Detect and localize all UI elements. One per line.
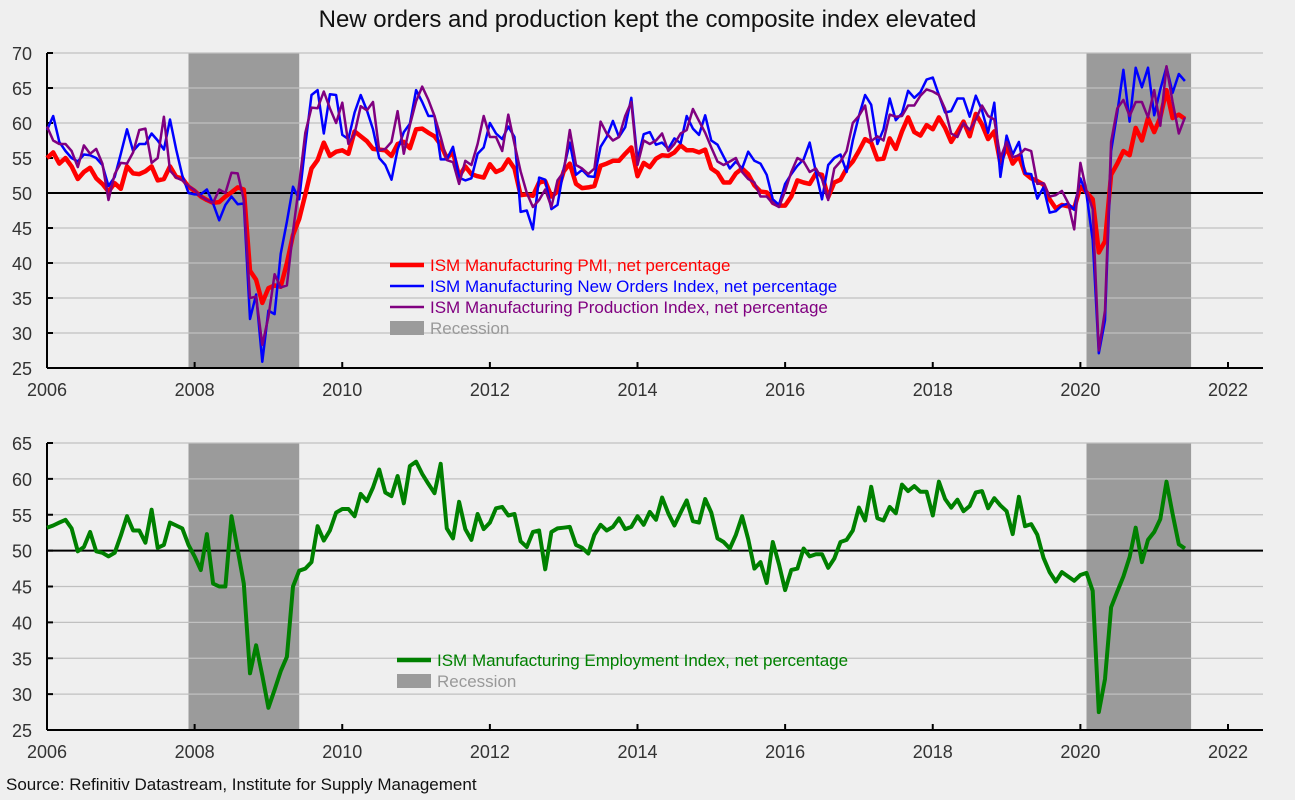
x-tick-label: 2016 [765, 380, 805, 400]
x-tick-label: 2006 [27, 380, 67, 400]
legend-item-pmi: ISM Manufacturing PMI, net percentage [390, 256, 731, 275]
x-tick-label: 2012 [470, 380, 510, 400]
y-tick-label: 35 [12, 289, 32, 309]
x-tick-label: 2016 [765, 742, 805, 762]
legend-item-new-orders: ISM Manufacturing New Orders Index, net … [390, 277, 837, 296]
x-tick-label: 2014 [617, 380, 657, 400]
series-line-employment [46, 459, 1187, 715]
series-line-production [45, 65, 1187, 352]
x-tick-label: 2008 [175, 380, 215, 400]
y-tick-label: 40 [12, 254, 32, 274]
y-tick-label: 30 [12, 324, 32, 344]
chart-title: New orders and production kept the compo… [318, 6, 977, 33]
series-line-new-orders [45, 65, 1186, 363]
legend-label: ISM Manufacturing New Orders Index, net … [430, 277, 837, 296]
y-tick-label: 40 [12, 613, 32, 633]
legend-label: Recession [437, 672, 516, 691]
panel-employment: 25 30 35 40 45 50 55 60 65 2006 2008 2010 2012 2014 20… [12, 434, 1263, 762]
x-tick-label: 2008 [175, 742, 215, 762]
x-tick-label: 2014 [617, 742, 657, 762]
x-tick-label: 2018 [913, 742, 953, 762]
legend-item-employment: ISM Manufacturing Employment Index, net … [397, 651, 848, 670]
legend-label: ISM Manufacturing PMI, net percentage [430, 256, 731, 275]
x-tick-label: 2006 [27, 742, 67, 762]
x-tick-label: 2010 [322, 742, 362, 762]
y-tick-label: 65 [12, 434, 32, 454]
panel-composite: 25 30 35 40 45 50 55 60 65 70 2006 2008 2010 2012 2014… [12, 44, 1263, 400]
x-tick-label: 2022 [1208, 742, 1248, 762]
y-tick-label: 70 [12, 44, 32, 64]
x-tick-label: 2020 [1060, 380, 1100, 400]
y-tick-label: 25 [12, 721, 32, 741]
y-tick-label: 25 [12, 359, 32, 379]
x-tick-label: 2020 [1060, 742, 1100, 762]
y-tick-label: 65 [12, 79, 32, 99]
legend-item-recession: Recession [390, 319, 509, 338]
source-note: Source: Refinitiv Datastream, Institute … [6, 775, 477, 794]
legend-label: ISM Manufacturing Employment Index, net … [437, 651, 848, 670]
x-tick-label: 2022 [1208, 380, 1248, 400]
y-tick-label: 60 [12, 470, 32, 490]
series-line-pmi [45, 87, 1187, 306]
legend-swatch-recession [390, 321, 424, 335]
legend-item-production: ISM Manufacturing Production Index, net … [390, 298, 828, 317]
y-tick-label: 55 [12, 149, 32, 169]
x-tick-label: 2012 [470, 742, 510, 762]
y-tick-label: 60 [12, 114, 32, 134]
y-tick-label: 50 [12, 184, 32, 204]
x-tick-label: 2018 [913, 380, 953, 400]
x-tick-label: 2010 [322, 380, 362, 400]
legend-swatch-recession [397, 674, 431, 688]
legend-item-recession: Recession [397, 672, 516, 691]
y-tick-label: 30 [12, 685, 32, 705]
y-tick-label: 45 [12, 219, 32, 239]
y-tick-label: 45 [12, 578, 32, 598]
y-tick-label: 35 [12, 649, 32, 669]
y-tick-label: 55 [12, 506, 32, 526]
legend-label: Recession [430, 319, 509, 338]
y-tick-label: 50 [12, 542, 32, 562]
legend-label: ISM Manufacturing Production Index, net … [430, 298, 828, 317]
